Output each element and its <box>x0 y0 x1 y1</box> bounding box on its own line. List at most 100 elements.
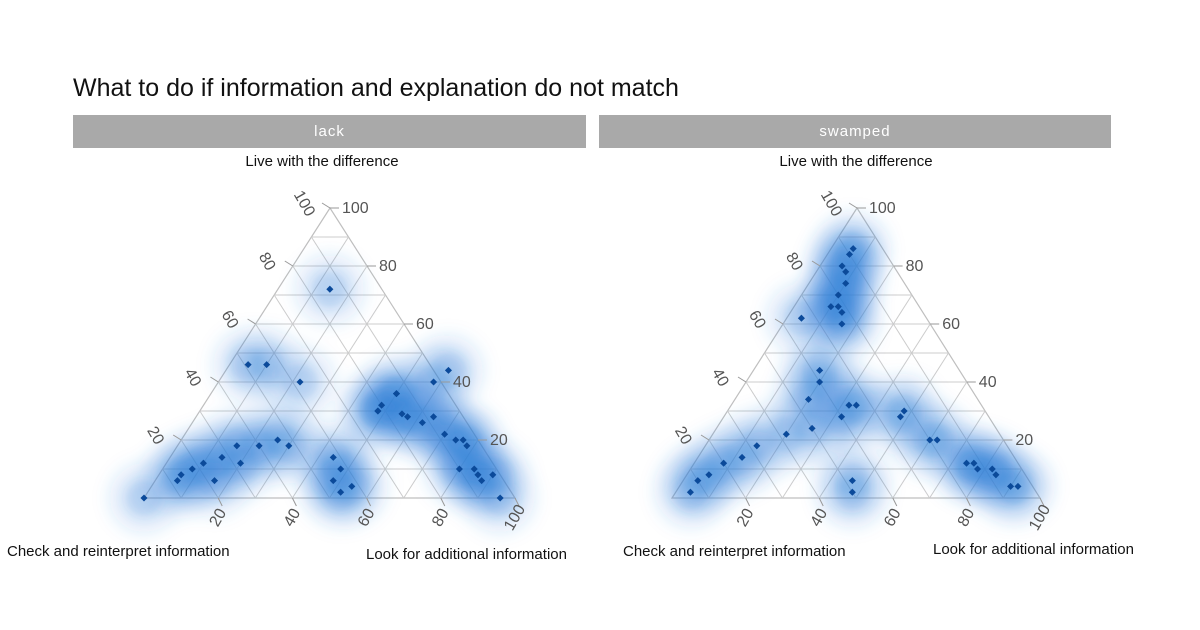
data-point <box>210 477 219 485</box>
data-point <box>838 413 846 421</box>
data-point <box>1007 482 1015 490</box>
data-point <box>852 401 860 409</box>
data-point <box>218 453 226 461</box>
right-axis-title-swamped: Look for additional information <box>933 541 1134 558</box>
data-point <box>926 436 934 444</box>
data-point <box>842 268 850 276</box>
data-point <box>233 442 241 450</box>
data-point <box>849 245 857 253</box>
data-point <box>188 465 196 473</box>
data-point <box>329 453 337 461</box>
data-point <box>478 477 486 485</box>
data-point <box>326 285 334 293</box>
left-axis-title-swamped: Check and reinterpret information <box>623 543 846 560</box>
data-point <box>827 303 835 311</box>
data-point <box>838 308 846 316</box>
tick-label-right-edge: 100 <box>342 200 369 217</box>
right-axis-title-lack: Look for additional information <box>366 546 567 563</box>
tick-label-bottom-edge: 20 <box>206 506 230 530</box>
data-point <box>430 378 438 386</box>
data-point <box>374 407 382 415</box>
data-point <box>255 442 263 450</box>
data-point <box>970 459 978 467</box>
data-point <box>797 314 805 322</box>
data-point <box>263 361 271 369</box>
data-point <box>816 378 824 386</box>
data-point <box>441 430 449 438</box>
panel-strip-lack: lack <box>73 115 586 148</box>
tick-label-left-edge: 100 <box>290 188 318 220</box>
data-point <box>900 407 908 415</box>
data-point <box>244 361 252 369</box>
data-point <box>489 471 497 479</box>
data-point <box>738 453 746 461</box>
tick-label-right-edge: 40 <box>453 374 471 391</box>
tick-label-bottom-edge: 80 <box>429 506 453 530</box>
tick-label-left-edge: 60 <box>218 308 242 332</box>
data-point <box>720 459 728 467</box>
data-point <box>199 459 207 467</box>
data-point <box>694 477 702 485</box>
data-point <box>459 436 467 444</box>
data-point <box>429 413 438 421</box>
tick-label-right-edge: 80 <box>379 258 397 275</box>
data-point <box>753 442 761 450</box>
data-point <box>896 413 904 421</box>
data-point <box>496 494 504 502</box>
data-point <box>470 465 478 473</box>
tick-label-left-edge: 40 <box>708 366 732 390</box>
data-point <box>177 471 185 479</box>
data-point <box>173 477 181 485</box>
data-point <box>782 430 790 438</box>
data-point <box>378 401 386 409</box>
chart-title: What to do if information and explanatio… <box>73 74 679 102</box>
tick-label-bottom-edge: 60 <box>881 506 905 530</box>
data-point <box>474 471 482 479</box>
tick-label-right-edge: 80 <box>906 258 924 275</box>
tick-label-right-edge: 60 <box>942 316 960 333</box>
data-points <box>140 285 504 502</box>
data-point <box>337 465 345 473</box>
data-point <box>974 465 982 473</box>
data-point <box>452 436 460 444</box>
panel-strip-swamped: swamped <box>599 115 1111 148</box>
tick-label-left-edge: 40 <box>180 366 204 390</box>
data-point <box>274 436 282 444</box>
data-point <box>329 477 337 485</box>
data-point <box>1014 482 1022 490</box>
data-point <box>463 442 471 450</box>
tick-label-left-edge: 20 <box>143 424 167 448</box>
data-point <box>933 436 941 444</box>
tick-label-bottom-edge: 40 <box>281 506 305 530</box>
data-point <box>236 459 245 467</box>
data-point <box>455 465 463 473</box>
data-point <box>842 279 850 287</box>
tick-label-left-edge: 20 <box>671 424 695 448</box>
data-point <box>398 410 406 418</box>
data-point <box>834 303 842 311</box>
data-point <box>838 262 846 270</box>
tick-label-bottom-edge: 20 <box>734 506 758 530</box>
data-point <box>845 401 853 409</box>
tick-label-left-edge: 60 <box>745 308 769 332</box>
data-point <box>404 413 412 421</box>
data-point <box>962 459 971 467</box>
tick-label-right-edge: 100 <box>869 200 896 217</box>
tick-label-right-edge: 40 <box>979 374 997 391</box>
data-points <box>686 245 1022 496</box>
tick-label-left-edge: 80 <box>782 250 806 274</box>
tick-label-bottom-edge: 80 <box>955 506 979 530</box>
data-point <box>845 250 854 258</box>
tick-label-left-edge: 100 <box>817 188 845 220</box>
data-point <box>838 320 846 328</box>
data-point <box>337 488 345 496</box>
tick-label-bottom-edge: 60 <box>355 506 379 530</box>
data-point <box>848 488 856 496</box>
tick-label-right-edge: 20 <box>490 432 508 449</box>
top-axis-title-swamped: Live with the difference <box>779 153 933 170</box>
data-point <box>848 477 856 485</box>
